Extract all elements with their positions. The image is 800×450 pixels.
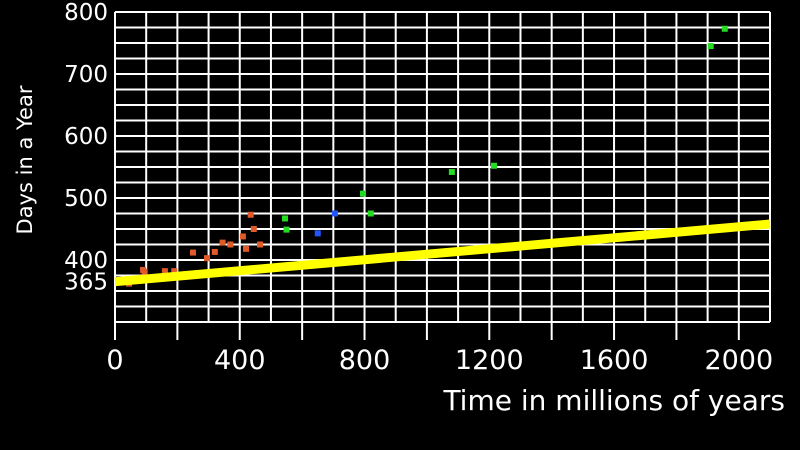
x-tick-label: 400 xyxy=(214,345,266,376)
data-point xyxy=(161,268,168,275)
y-tick-label: 365 xyxy=(64,270,108,296)
data-point xyxy=(239,233,246,240)
data-points xyxy=(126,25,728,287)
x-axis-label: Time in millions of years xyxy=(442,384,785,417)
data-point xyxy=(257,241,264,248)
data-point xyxy=(367,210,374,217)
data-point xyxy=(189,249,196,256)
x-tick-label: 800 xyxy=(339,345,391,376)
data-point xyxy=(171,268,178,275)
y-tick-label: 700 xyxy=(64,62,108,88)
grid-lines xyxy=(114,11,771,340)
data-point xyxy=(281,215,288,222)
data-point xyxy=(283,226,290,233)
trend-line-group xyxy=(114,219,771,287)
data-point xyxy=(211,248,218,255)
data-point xyxy=(243,245,249,252)
data-point xyxy=(227,241,234,248)
y-axis-label: Days in a Year xyxy=(13,85,37,234)
data-point xyxy=(204,255,211,262)
data-point xyxy=(331,210,338,217)
x-tick-label: 1200 xyxy=(455,345,524,376)
data-point xyxy=(250,226,257,232)
data-point xyxy=(314,230,321,237)
data-point xyxy=(490,162,497,169)
trend-line xyxy=(114,219,771,287)
y-tick-label: 600 xyxy=(64,124,108,150)
data-point xyxy=(247,211,254,218)
data-point xyxy=(219,239,226,246)
data-point xyxy=(359,190,366,197)
y-tick-label: 800 xyxy=(64,0,108,26)
y-tick-label: 400 xyxy=(64,248,108,274)
x-tick-label: 0 xyxy=(106,345,123,376)
data-point xyxy=(721,25,728,32)
x-tick-label: 1600 xyxy=(580,345,649,376)
data-point xyxy=(141,268,148,275)
y-tick-label: 500 xyxy=(64,186,108,212)
data-point xyxy=(707,43,714,50)
x-tick-label: 2000 xyxy=(704,345,773,376)
data-point xyxy=(448,168,455,175)
